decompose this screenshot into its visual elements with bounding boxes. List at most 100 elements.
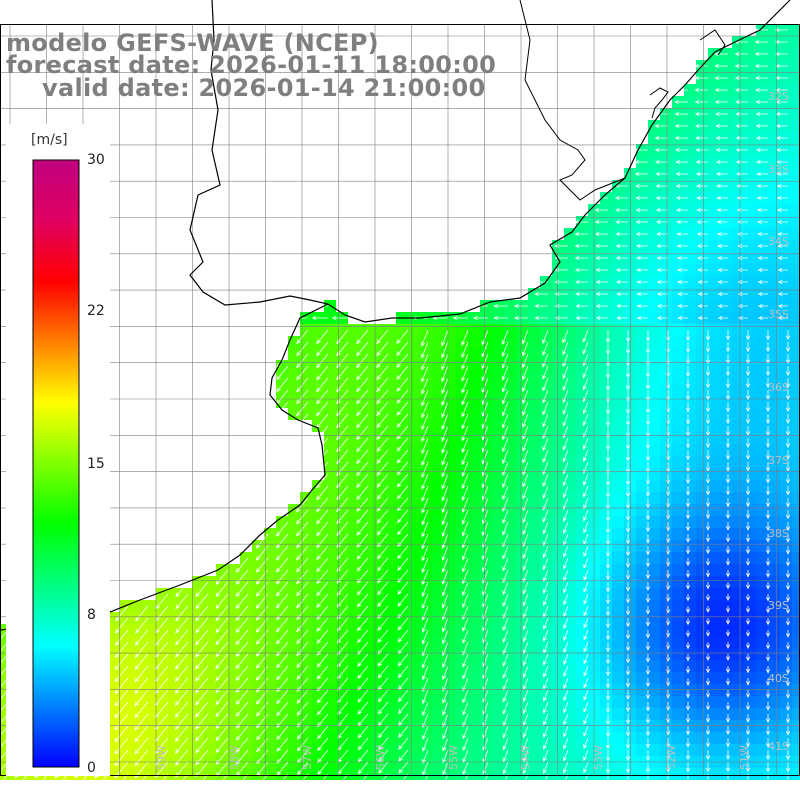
wind-vector-arrow <box>296 569 309 585</box>
wind-vector-arrow <box>396 389 409 404</box>
wind-cell <box>624 732 636 744</box>
wind-cell <box>432 732 444 744</box>
wind-cell <box>612 648 624 660</box>
wind-cell <box>708 432 720 444</box>
wind-cell <box>516 576 528 588</box>
wind-vector-arrow <box>276 689 289 705</box>
wind-cell <box>468 660 480 672</box>
wind-cell <box>504 672 516 684</box>
wind-vector-arrow <box>461 509 469 525</box>
wind-vector-arrow <box>215 737 229 754</box>
wind-vector-arrow <box>734 51 748 57</box>
wind-cell <box>792 360 800 372</box>
wind-cell <box>396 552 408 564</box>
wind-vector-arrow <box>376 509 389 524</box>
wind-vector-arrow <box>376 461 389 476</box>
wind-vector-arrow <box>462 761 469 776</box>
wind-vector-arrow <box>316 449 329 465</box>
wind-vector-arrow <box>376 449 389 464</box>
wind-cell <box>552 612 564 624</box>
wind-cell <box>204 588 216 600</box>
wind-cell <box>756 456 768 468</box>
wind-cell <box>144 648 156 660</box>
wind-vector-arrow <box>215 617 229 634</box>
wind-vector-arrow <box>785 750 791 761</box>
wind-cell <box>684 516 696 528</box>
wind-cell <box>672 360 684 372</box>
wind-vector-arrow <box>695 135 708 141</box>
wind-cell <box>408 660 420 672</box>
wind-vector-arrow <box>461 425 469 442</box>
wind-cell <box>420 624 432 636</box>
wind-cell <box>732 588 744 600</box>
wind-cell <box>744 504 756 516</box>
wind-vector-arrow <box>421 389 429 407</box>
wind-cell <box>600 600 612 612</box>
wind-cell <box>684 696 696 708</box>
wind-vector-arrow <box>421 593 429 609</box>
wind-vector-arrow <box>397 593 409 607</box>
wind-cell <box>240 576 252 588</box>
wind-cell <box>528 564 540 576</box>
wind-cell <box>384 768 396 780</box>
wind-cell <box>636 744 648 756</box>
wind-cell <box>444 516 456 528</box>
wind-cell <box>552 708 564 720</box>
wind-vector-arrow <box>745 762 751 773</box>
wind-vector-arrow <box>605 582 611 593</box>
wind-vector-arrow <box>685 342 691 354</box>
wind-cell <box>408 696 420 708</box>
wind-cell <box>468 444 480 456</box>
wind-vector-arrow <box>175 605 189 622</box>
wind-cell <box>444 540 456 552</box>
wind-cell <box>552 396 564 408</box>
wind-vector-arrow <box>441 485 449 502</box>
wind-cell <box>408 612 420 624</box>
wind-vector-arrow <box>462 653 469 668</box>
wind-vector-arrow <box>685 486 691 496</box>
wind-cell <box>300 504 312 516</box>
wind-cell <box>384 360 396 372</box>
wind-cell <box>636 480 648 492</box>
wind-cell <box>168 768 180 780</box>
wind-vector-arrow <box>765 546 771 555</box>
wind-cell <box>228 708 240 720</box>
wind-cell <box>324 372 336 384</box>
wind-cell <box>756 636 768 648</box>
wind-cell <box>624 480 636 492</box>
wind-cell <box>744 228 756 240</box>
wind-cell <box>684 276 696 288</box>
wind-vector-arrow <box>134 677 149 695</box>
wind-vector-arrow <box>357 689 369 703</box>
wind-cell <box>672 324 684 336</box>
wind-vector-arrow <box>175 641 189 658</box>
wind-vector-arrow <box>296 329 309 345</box>
wind-vector-arrow <box>502 737 509 751</box>
wind-cell <box>600 432 612 444</box>
wind-cell <box>780 588 792 600</box>
wind-cell <box>780 372 792 384</box>
wind-vector-arrow <box>296 749 309 764</box>
wind-cell <box>156 660 168 672</box>
wind-vector-arrow <box>625 738 631 750</box>
wind-cell <box>792 516 800 528</box>
wind-cell <box>336 612 348 624</box>
wind-cell <box>528 468 540 480</box>
wind-cell <box>756 576 768 588</box>
wind-vector-arrow <box>745 594 751 602</box>
wind-vector-arrow <box>645 330 651 343</box>
wind-vector-arrow <box>542 581 549 595</box>
wind-cell <box>492 384 504 396</box>
wind-vector-arrow <box>714 87 728 93</box>
wind-cell <box>792 192 800 204</box>
wind-cell <box>408 492 420 504</box>
wind-vector-arrow <box>534 303 548 309</box>
wind-cell <box>264 660 276 672</box>
wind-vector-arrow <box>356 389 369 405</box>
wind-cell <box>528 408 540 420</box>
wind-cell <box>288 528 300 540</box>
wind-vector-arrow <box>605 654 611 665</box>
wind-cell <box>600 696 612 708</box>
wind-vector-arrow <box>685 594 691 602</box>
wind-cell <box>240 564 252 576</box>
